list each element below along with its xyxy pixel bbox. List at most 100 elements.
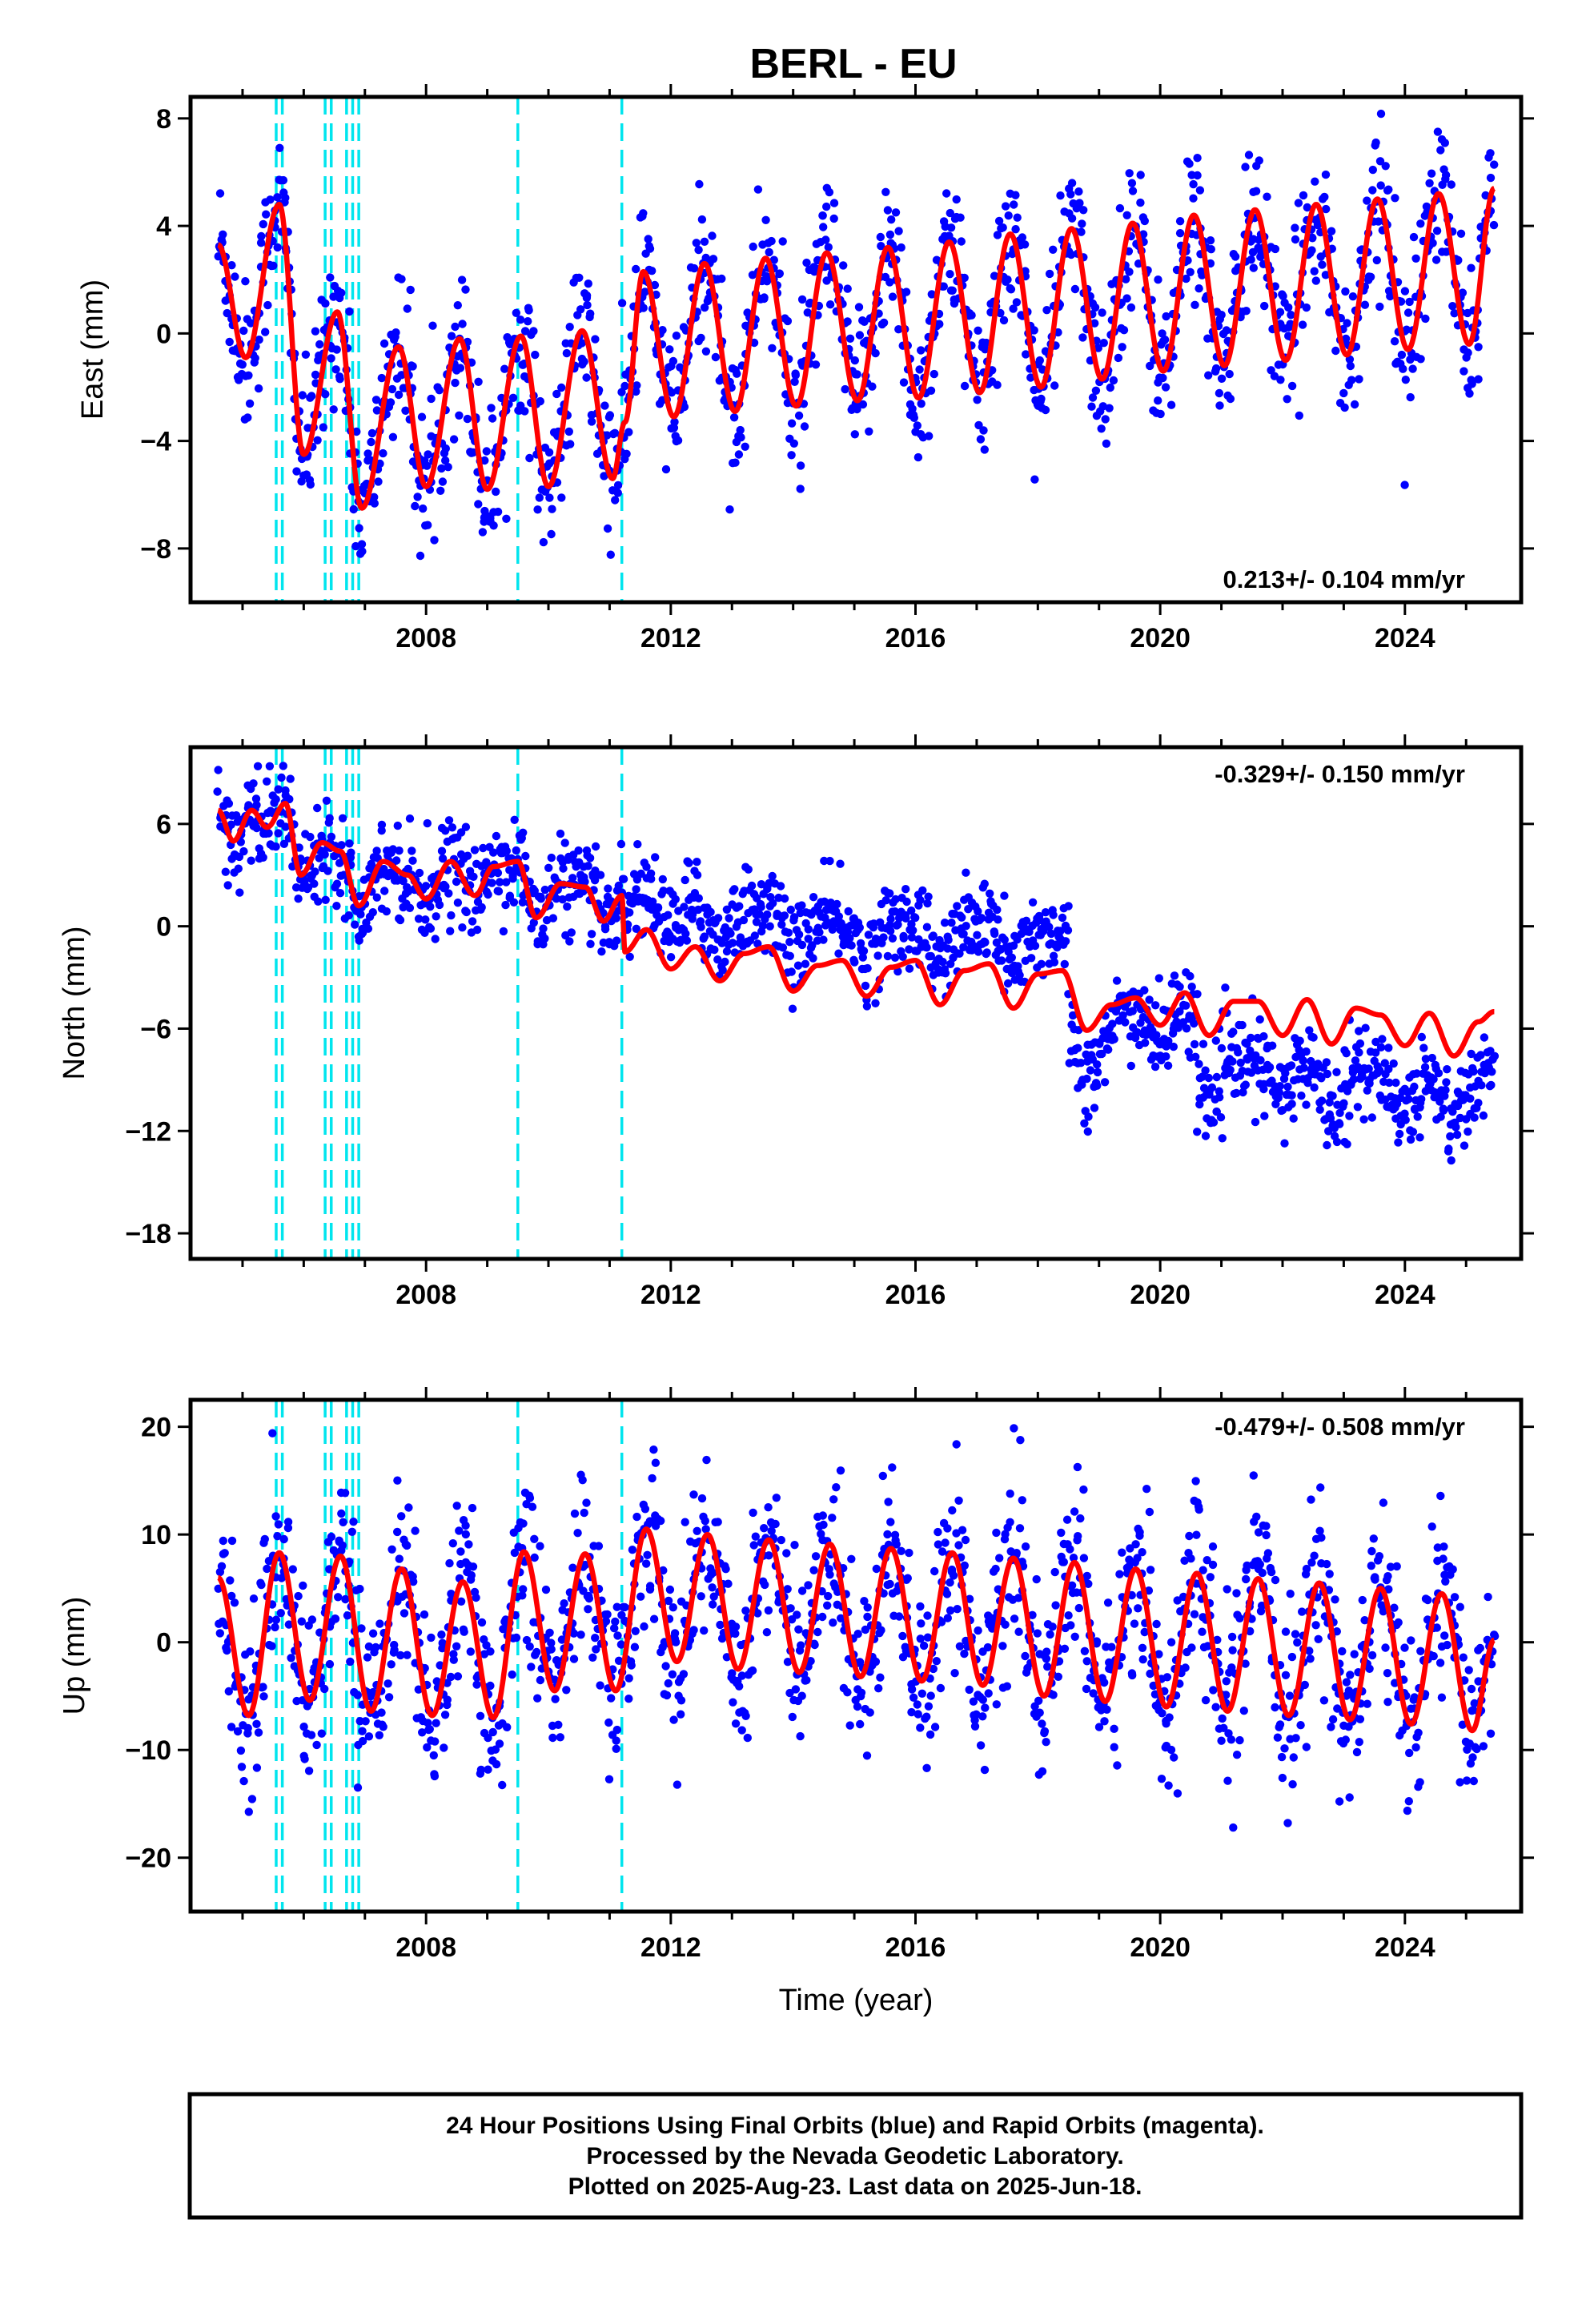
- data-point: [995, 1554, 1004, 1562]
- data-point: [397, 371, 406, 380]
- x-tick-label: 2024: [1375, 623, 1435, 653]
- data-point: [786, 1604, 795, 1613]
- data-point: [279, 1534, 288, 1544]
- data-point: [765, 1551, 773, 1560]
- data-point: [1067, 214, 1077, 223]
- data-point: [630, 1642, 640, 1651]
- data-point: [992, 1700, 1002, 1709]
- data-point: [568, 1563, 577, 1572]
- data-point: [784, 928, 793, 937]
- data-point: [396, 1651, 405, 1660]
- data-point: [1059, 1558, 1069, 1566]
- data-point: [249, 779, 258, 788]
- data-point: [1236, 1058, 1245, 1068]
- data-point: [695, 179, 704, 189]
- data-point: [1263, 192, 1271, 201]
- data-point: [576, 1630, 585, 1639]
- data-point: [793, 961, 803, 970]
- data-point: [486, 1681, 495, 1691]
- data-point: [582, 1498, 591, 1507]
- data-point: [1252, 1512, 1261, 1522]
- data-point: [297, 1617, 306, 1626]
- data-point: [644, 235, 652, 243]
- data-point: [941, 1538, 950, 1547]
- data-point: [1439, 1554, 1447, 1563]
- data-point: [825, 300, 835, 309]
- data-point: [753, 894, 761, 903]
- data-point: [1242, 307, 1251, 316]
- data-point: [578, 1476, 587, 1485]
- data-point: [1144, 1586, 1154, 1595]
- data-point: [804, 925, 813, 934]
- data-point: [973, 396, 982, 404]
- data-point: [1022, 350, 1030, 359]
- data-point: [850, 430, 860, 439]
- data-point: [632, 1512, 641, 1522]
- data-point: [570, 1509, 580, 1518]
- data-point: [525, 453, 534, 463]
- data-point: [1427, 1053, 1437, 1063]
- model-curve: [215, 186, 1496, 511]
- data-point: [346, 1657, 355, 1667]
- data-point: [1170, 1753, 1178, 1762]
- data-point: [1191, 1477, 1200, 1486]
- data-point: [1368, 186, 1377, 195]
- data-point: [219, 1536, 227, 1546]
- data-point: [1162, 1673, 1172, 1682]
- data-point: [524, 306, 533, 315]
- data-point: [628, 1546, 637, 1554]
- data-point: [916, 1634, 926, 1643]
- data-point: [972, 1710, 981, 1719]
- data-point: [1355, 1715, 1365, 1723]
- data-point: [585, 312, 594, 322]
- data-point: [492, 1759, 501, 1769]
- data-point: [692, 239, 701, 247]
- data-point: [379, 1723, 387, 1731]
- data-point: [1049, 951, 1058, 960]
- data-point: [1467, 1684, 1476, 1694]
- plot-frame: [188, 94, 1524, 605]
- data-point: [1228, 1057, 1237, 1066]
- data-point: [711, 352, 721, 362]
- data-point: [476, 1765, 486, 1775]
- data-point: [427, 394, 436, 404]
- footer-line-3: Plotted on 2025-Aug-23. Last data on 202…: [568, 2173, 1142, 2200]
- data-point: [1041, 908, 1050, 917]
- data-point: [1035, 356, 1045, 365]
- data-point: [1082, 1571, 1092, 1581]
- data-point: [1448, 302, 1457, 311]
- data-point: [1126, 1544, 1134, 1553]
- data-point: [327, 1532, 336, 1542]
- data-point: [858, 953, 868, 962]
- x-tick-label: 2012: [640, 623, 701, 653]
- data-point: [890, 907, 900, 916]
- data-point: [983, 1642, 993, 1652]
- data-point: [836, 1466, 845, 1475]
- data-point: [1082, 1074, 1091, 1084]
- data-point: [763, 910, 772, 919]
- data-point: [925, 432, 934, 440]
- data-point: [1211, 364, 1221, 373]
- data-point: [1138, 1548, 1146, 1557]
- data-point: [917, 1689, 927, 1698]
- data-point: [445, 1558, 454, 1568]
- data-point: [395, 846, 404, 855]
- data-point: [1281, 1671, 1291, 1679]
- data-point: [536, 892, 545, 902]
- data-point: [518, 898, 527, 907]
- data-point: [885, 278, 894, 287]
- data-point: [820, 897, 829, 907]
- data-point: [706, 907, 715, 917]
- data-point: [1045, 269, 1054, 279]
- data-point: [964, 905, 973, 914]
- data-point: [677, 1710, 685, 1719]
- data-point: [560, 1599, 568, 1608]
- data-point: [829, 214, 838, 223]
- data-point: [1351, 1056, 1360, 1065]
- data-point: [1450, 1593, 1460, 1602]
- data-point: [862, 1002, 872, 1011]
- data-point: [860, 1597, 869, 1606]
- data-point: [982, 338, 991, 348]
- data-point: [332, 902, 341, 911]
- data-point: [508, 393, 518, 402]
